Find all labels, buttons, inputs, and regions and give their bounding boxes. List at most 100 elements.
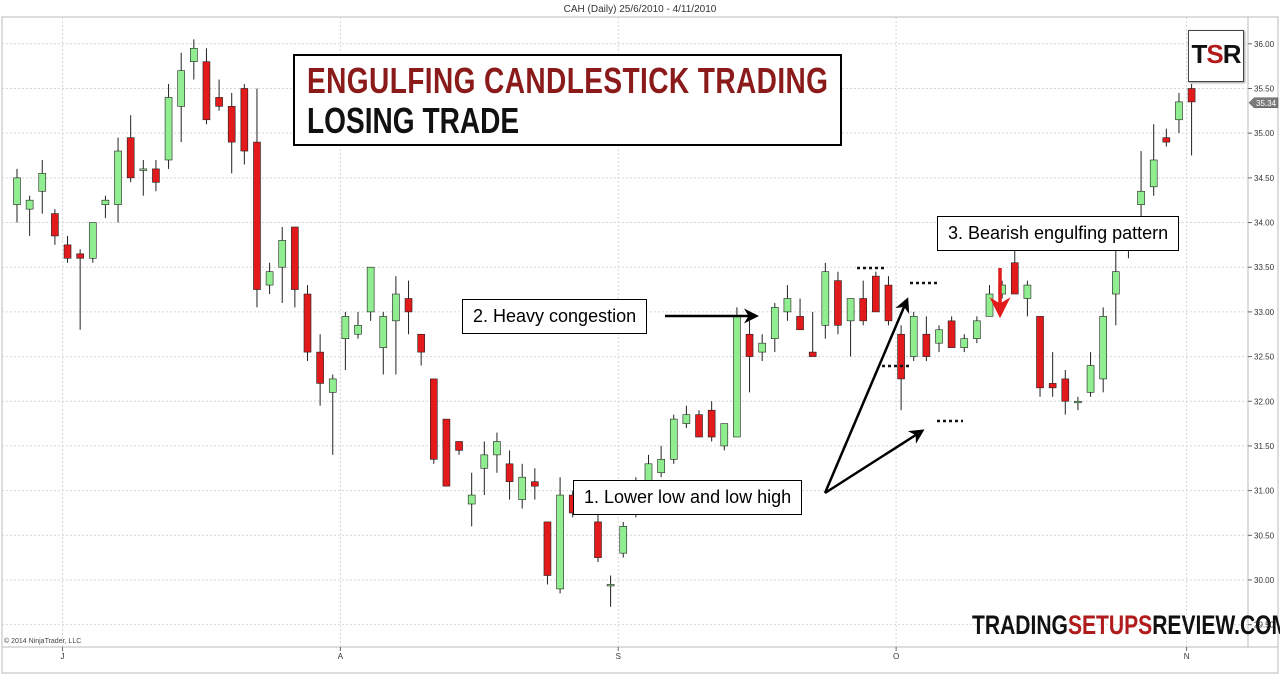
candle-body [152, 168, 160, 183]
candle-body [695, 414, 703, 438]
candle-body [859, 298, 868, 322]
candle-body [379, 316, 388, 348]
annotation-1: 1. Lower low and low high [573, 480, 803, 515]
candle-body [1112, 271, 1120, 295]
overlay-title-line2: LOSING TRADE [307, 100, 520, 141]
candle-body [455, 441, 463, 451]
candle-body [707, 409, 716, 438]
y-tick-label: 30.50 [1254, 531, 1275, 540]
candle-body [278, 240, 287, 268]
copyright-text: © 2014 NinjaTrader, LLC [4, 637, 81, 645]
y-tick-label: 29.50 [1254, 621, 1275, 630]
candle-body [253, 141, 261, 290]
candle-body [328, 378, 337, 393]
y-tick-label: 32.00 [1254, 397, 1275, 406]
candle-body [417, 333, 425, 353]
candle-body [947, 320, 956, 348]
candle-body [88, 222, 97, 259]
x-tick-label: A [338, 652, 344, 661]
candle-body [1048, 383, 1057, 389]
y-tick-label: 36.00 [1254, 40, 1275, 49]
candle-body [114, 150, 122, 205]
price-axis-frame [1247, 16, 1279, 648]
candle-body [518, 476, 527, 500]
title-box: ENGULFING CANDLESTICK TRADING LOSING TRA… [293, 54, 842, 146]
last-price-badge [1248, 97, 1279, 109]
candle-body [770, 307, 779, 340]
annotation-3-text: 3. Bearish engulfing pattern [948, 223, 1169, 243]
y-tick-label: 31.50 [1254, 442, 1275, 451]
candle-body [303, 293, 312, 353]
candle-body [215, 97, 223, 107]
candle-body [960, 338, 969, 348]
candle-body [316, 351, 324, 384]
y-tick-label: 35.00 [1254, 129, 1275, 138]
candle-body [897, 333, 905, 380]
candle-body [543, 521, 552, 576]
candle-body [1099, 316, 1107, 380]
annotation-2-text: 2. Heavy congestion [473, 306, 637, 326]
logo-letter-s: S [1206, 39, 1223, 69]
x-tick-label: N [1184, 652, 1190, 661]
y-tick-label: 31.00 [1254, 487, 1275, 496]
candle-body [1137, 190, 1145, 205]
candle-body [442, 418, 451, 487]
candle-body [796, 316, 804, 331]
candle-body [164, 97, 173, 161]
watermark-part1: TRADING [972, 610, 1068, 640]
candle-body [467, 494, 476, 505]
candle-body [177, 70, 185, 107]
candle-body [1149, 159, 1158, 188]
candle-body [354, 324, 362, 335]
candle-body [404, 298, 413, 313]
candle-body [13, 177, 21, 205]
candle-body [922, 333, 931, 357]
candle-body [985, 293, 994, 317]
annotation-2: 2. Heavy congestion [462, 299, 648, 334]
candle-body [227, 106, 236, 143]
candle-body [531, 481, 539, 487]
candle-body [821, 271, 830, 326]
annotation-3: 3. Bearish engulfing pattern [937, 216, 1180, 251]
tsr-logo: TSR [1188, 30, 1244, 82]
y-tick-label: 34.00 [1254, 219, 1275, 228]
x-tick-label: S [616, 652, 621, 661]
annotation-1-text: 1. Lower low and low high [584, 487, 792, 507]
arrow-lower-low [824, 429, 925, 495]
candle-body [190, 47, 198, 62]
y-tick-label: 32.50 [1254, 353, 1275, 362]
candle-body [783, 298, 792, 313]
candle-body [429, 378, 438, 460]
candle-body [1162, 137, 1171, 143]
candle-body [76, 253, 84, 259]
candle-body [973, 320, 981, 340]
candle-body [657, 459, 665, 474]
candle-body [720, 423, 729, 447]
candle-body [872, 275, 880, 313]
candle-body [505, 463, 514, 482]
watermark-part3: REVIEW.COM [1152, 610, 1280, 640]
candle-body [909, 316, 918, 357]
x-tick-label: J [61, 652, 65, 661]
candle-body [366, 266, 375, 313]
y-tick-label: 33.00 [1254, 308, 1275, 317]
candle-body [341, 316, 350, 340]
last-price-label: 35.34 [1256, 99, 1277, 108]
candle-body [1036, 316, 1044, 389]
candle-body [126, 137, 135, 179]
candle-body [493, 441, 501, 456]
candle-body [594, 521, 602, 558]
candle-body [682, 414, 691, 424]
candle-body [1074, 400, 1082, 404]
candle-body [884, 284, 893, 322]
candle-body [139, 168, 148, 171]
candle-body [758, 342, 766, 353]
candle-body [733, 316, 741, 438]
candle-body [1187, 88, 1196, 103]
candle-body [935, 329, 943, 344]
logo-letter-r: R [1222, 39, 1242, 69]
candle-body [392, 293, 400, 322]
candle-body [745, 333, 754, 357]
watermark: TRADINGSETUPSREVIEW.COM [972, 610, 1280, 641]
y-tick-label: 30.00 [1254, 576, 1275, 585]
